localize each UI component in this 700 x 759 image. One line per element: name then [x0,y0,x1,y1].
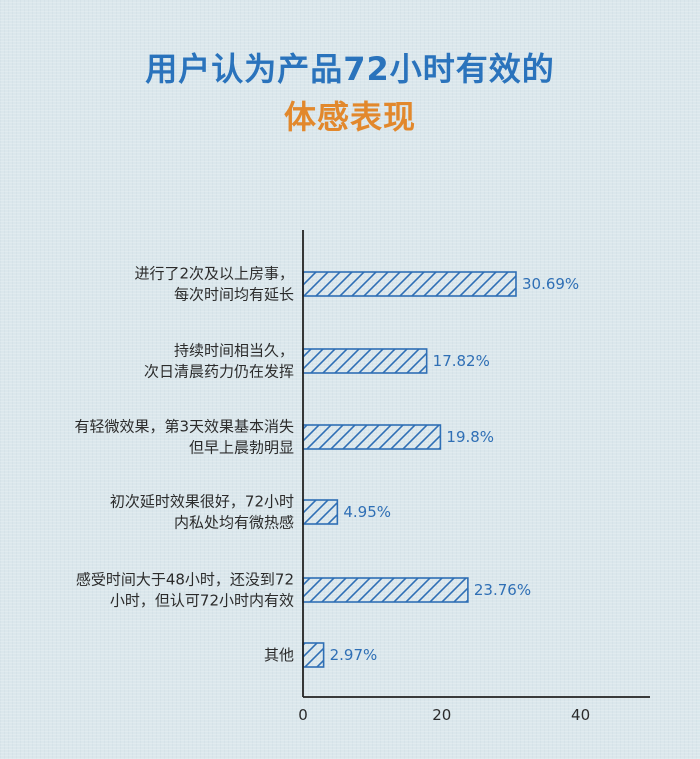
chart-title-line-1: 用户认为产品72小时有效的 [145,50,555,88]
category-label-5-0: 其他 [264,646,294,664]
bar-1 [302,348,428,374]
category-label-2-1: 但早上晨勃明显 [189,439,294,457]
category-label-1-0: 持续时间相当久， [174,342,294,360]
value-label-5: 2.97% [330,646,378,664]
value-label-1: 17.82% [433,352,490,370]
value-label-2: 19.8% [446,428,494,446]
value-labels-group: 30.69% 17.82% 19.8% 4.95% 23.76% 2.97% [330,275,580,664]
category-label-0-0: 进行了2次及以上房事， [134,265,294,283]
category-label-1-1: 次日清晨药力仍在发挥 [144,363,294,381]
bar-3 [302,499,339,525]
chart-title-line-2: 体感表现 [283,98,416,136]
category-label-2-0: 有轻微效果，第3天效果基本消失 [74,418,294,436]
bar-0 [302,271,517,297]
bar-4 [302,577,469,603]
category-label-3-1: 内私处均有微热感 [174,514,294,532]
value-label-4: 23.76% [474,581,531,599]
category-label-3-0: 初次延时效果很好，72小时 [110,493,294,511]
category-label-0-1: 每次时间均有延长 [174,286,294,304]
category-label-4-0: 感受时间大于48小时，还没到72 [76,571,294,589]
bar-5 [302,642,325,668]
value-label-3: 4.95% [343,503,391,521]
bar-2 [302,424,442,450]
x-tick-label-2: 40 [571,706,590,724]
x-tick-label-1: 20 [432,706,451,724]
bars-group [302,271,517,668]
value-label-0: 30.69% [522,275,579,293]
category-label-4-1: 小时，但认可72小时内有效 [110,592,294,610]
x-tick-label-0: 0 [298,706,308,724]
axes-group: 0 20 40 [298,230,650,724]
